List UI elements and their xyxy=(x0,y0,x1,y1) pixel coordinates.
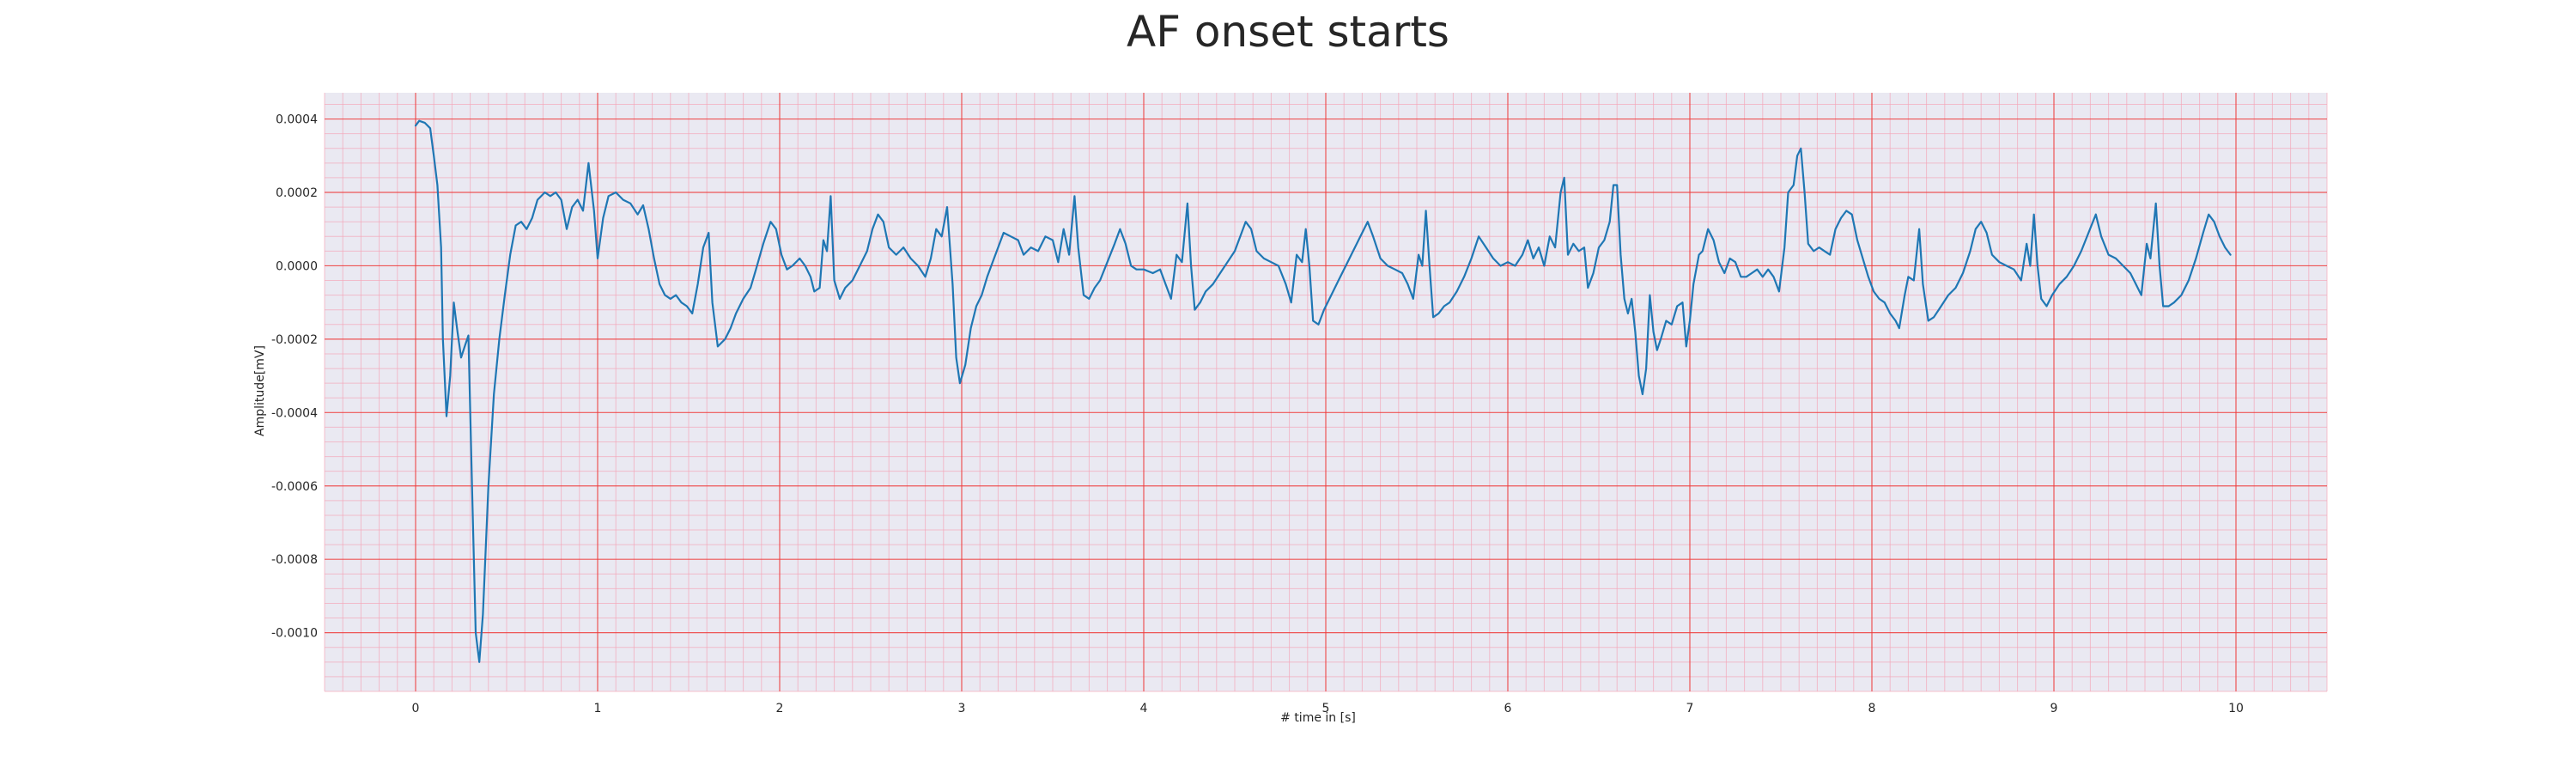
x-tick-label: 7 xyxy=(1686,702,1694,715)
series-layer xyxy=(414,119,2232,663)
x-tick-label: 6 xyxy=(1504,702,1512,715)
y-tick-label: 0.0000 xyxy=(276,259,318,273)
x-tick-label: 5 xyxy=(1322,702,1330,715)
x-tick-label: 0 xyxy=(412,702,420,715)
y-tick-label: -0.0008 xyxy=(271,553,318,567)
x-tick-label: 2 xyxy=(776,702,784,715)
y-tick-label: -0.0004 xyxy=(271,406,318,420)
x-tick-labels: 0 1 2 3 4 5 6 7 8 9 10 xyxy=(412,702,2244,715)
y-tick-label: -0.0006 xyxy=(271,480,318,494)
x-tick-label: 1 xyxy=(594,702,602,715)
y-tick-labels: 0.0004 0.0002 0.0000 -0.0002 -0.0004 -0.0006 -… xyxy=(271,113,318,641)
x-tick-label: 4 xyxy=(1140,702,1148,715)
x-tick-label: 10 xyxy=(2228,702,2244,715)
x-tick-label: 3 xyxy=(958,702,966,715)
y-axis-label: Amplitude[mV] xyxy=(253,345,267,436)
y-tick-label: 0.0004 xyxy=(276,113,318,127)
series-line-0 xyxy=(414,119,2232,663)
major-grid xyxy=(325,93,2327,691)
x-tick-label: 8 xyxy=(1868,702,1876,715)
y-tick-label: -0.0002 xyxy=(271,333,318,347)
x-tick-label: 9 xyxy=(2050,702,2058,715)
x-axis-label: # time in [s] xyxy=(1280,711,1356,725)
y-tick-label: 0.0002 xyxy=(276,186,318,200)
y-tick-label: -0.0010 xyxy=(271,627,318,641)
chart-title: AF onset starts xyxy=(1127,7,1449,57)
